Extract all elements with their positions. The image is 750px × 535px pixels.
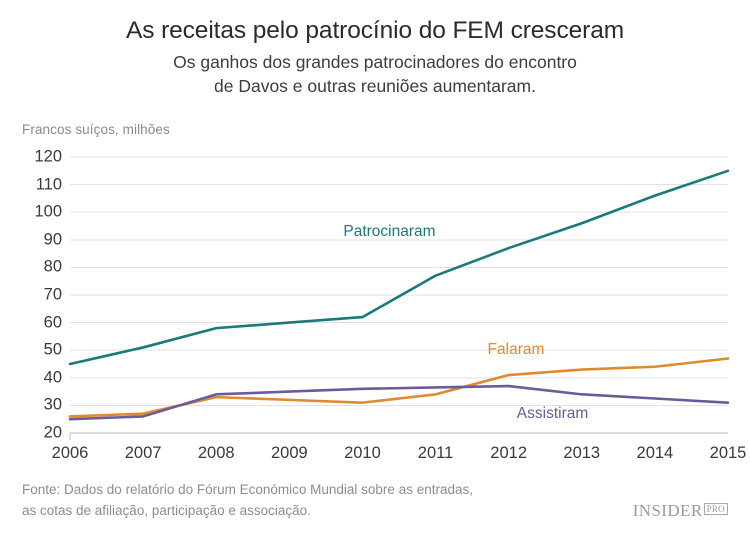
y-axis-tick-label: 70 bbox=[43, 285, 62, 304]
y-axis-tick-label: 60 bbox=[43, 313, 62, 332]
source-note: Fonte: Dados do relatório do Fórum Econó… bbox=[22, 480, 728, 522]
chart-subtitle-line-1: Os ganhos dos grandes patrocinadores do … bbox=[173, 52, 577, 73]
chart-subtitle-line-2: de Davos e outras reuniões aumentaram. bbox=[214, 76, 536, 97]
chart-header: As receitas pelo patrocínio do FEM cresc… bbox=[0, 0, 750, 99]
insider-pro-logo: INSIDER PRO bbox=[633, 502, 728, 519]
series-line-assistiram bbox=[68, 384, 730, 421]
series-line-falaram bbox=[68, 357, 730, 418]
axis-group bbox=[69, 432, 728, 440]
y-axis-tick-label: 120 bbox=[34, 147, 62, 166]
logo-pro-badge: PRO bbox=[703, 503, 728, 515]
source-note-line-1: Fonte: Dados do relatório do Fórum Econó… bbox=[22, 482, 473, 497]
source-note-line-2: as cotas de afiliação, participação e as… bbox=[22, 502, 311, 518]
series-label-assistiram: Assistiram bbox=[516, 404, 589, 422]
series-line-patrocinaram bbox=[68, 169, 730, 366]
x-axis-tick-label: 2011 bbox=[417, 444, 454, 462]
x-axis-tick-label: 2008 bbox=[197, 444, 235, 462]
x-axis-tick-label: 2006 bbox=[51, 444, 89, 462]
chart-footer: Fonte: Dados do relatório do Fórum Econó… bbox=[22, 480, 728, 522]
y-axis-tick-label: 40 bbox=[43, 368, 62, 387]
x-axis-tick-label: 2013 bbox=[563, 444, 601, 462]
series-lines-group bbox=[68, 169, 730, 421]
y-axis-tick-label: 50 bbox=[43, 340, 62, 359]
x-axis-tick-label: 2015 bbox=[709, 444, 747, 462]
y-axis-tick-labels: 20 30 40 50 60 70 80 90 100 110 120 bbox=[16, 0, 62, 535]
series-label-falaram: Falaram bbox=[487, 341, 545, 359]
y-axis-tick-label: 20 bbox=[43, 423, 62, 442]
y-axis-tick-label: 110 bbox=[35, 175, 62, 194]
chart-subtitle: Os ganhos dos grandes patrocinadores do … bbox=[0, 51, 750, 98]
y-axis-unit-label: Francos suíços, milhões bbox=[22, 122, 170, 137]
y-axis-tick-label: 100 bbox=[34, 202, 62, 221]
x-axis-tick-label: 2010 bbox=[344, 444, 381, 462]
y-axis-tick-label: 90 bbox=[43, 230, 62, 249]
page-title: As receitas pelo patrocínio do FEM cresc… bbox=[125, 17, 625, 44]
gridlines-group bbox=[70, 156, 728, 406]
logo-wordmark: INSIDER bbox=[632, 501, 703, 520]
y-axis-tick-label: 80 bbox=[43, 257, 62, 276]
x-axis-tick-label: 2012 bbox=[490, 444, 528, 462]
x-axis-tick-label: 2009 bbox=[270, 444, 308, 462]
x-axis-tick-label: 2014 bbox=[636, 444, 674, 462]
x-axis-tick-label: 2007 bbox=[124, 444, 162, 462]
series-label-patrocinaram: Patrocinaram bbox=[343, 222, 436, 240]
y-axis-tick-label: 30 bbox=[43, 395, 62, 414]
